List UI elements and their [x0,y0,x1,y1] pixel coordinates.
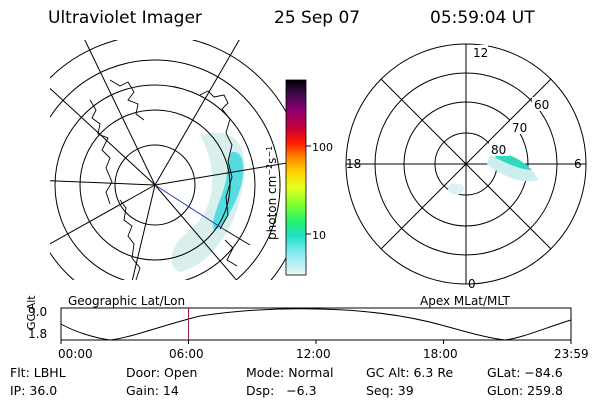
colorbar-unit-label: photon cm−2s−1 [265,146,279,240]
info-gain: Gain: 14 [126,383,179,398]
info-door: Door: Open [126,365,198,380]
geographic-caption: Geographic Lat/Lon [68,294,186,308]
altitude-ytick-9: 9.0 [28,305,47,319]
color-bar: 100 10 photon cm−2s−1 [265,79,333,276]
info-seq: Seq: 39 [366,383,414,398]
xtick-1800: 18:00 [423,347,458,361]
xtick-0600: 06:00 [169,347,204,361]
color-bar-gradient [285,79,307,276]
info-gc-alt: GC Alt: 6.3 Re [366,365,454,380]
info-ip: IP: 36.0 [10,383,58,398]
polar-label-0: 0 [468,277,476,291]
polar-aurora-bright [494,152,532,170]
date-label: 25 Sep 07 [274,8,361,28]
polar-label-12: 12 [473,46,488,60]
info-dsp: Dsp: −6.3 [246,383,317,398]
xtick-1200: 12:00 [296,347,331,361]
colorbar-tick-10: 10 [312,229,326,242]
info-glon: GLon: 259.8 [487,383,563,398]
xtick-0000: 00:00 [58,347,93,361]
info-mode: Mode: Normal [246,365,334,380]
colorbar-tick-100: 100 [312,141,333,154]
altitude-frame [60,307,572,341]
polar-label-18: 18 [346,157,361,171]
polar-plot: 12 0 18 6 60 70 80 [345,43,587,291]
polar-label-6: 6 [574,157,582,171]
aurora-glow [171,132,245,272]
altitude-curve [60,308,572,341]
geographic-map [50,40,306,280]
time-label: 05:59:04 UT [430,8,535,28]
polar-lat-70: 70 [512,121,527,135]
info-flt: Flt: LBHL [10,365,66,380]
info-glat: GLat: −84.6 [487,365,563,380]
polar-lat-80: 80 [491,143,506,157]
polar-lat-60: 60 [534,98,549,112]
altitude-ylabel: GC Alt [25,295,38,330]
apex-caption: Apex MLat/MLT [420,294,510,308]
xtick-2359: 23:59 [554,347,589,361]
altitude-plot: GC Alt 9.0 1.8 [25,295,572,344]
instrument-title: Ultraviolet Imager [48,8,202,28]
altitude-ytick-1-8: 1.8 [28,327,47,341]
